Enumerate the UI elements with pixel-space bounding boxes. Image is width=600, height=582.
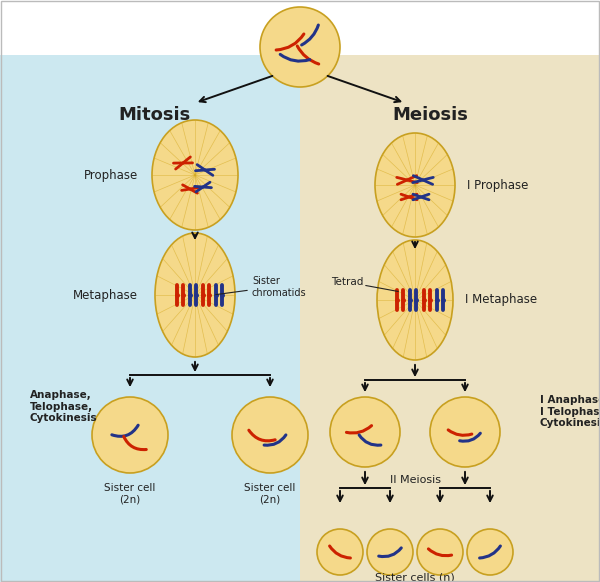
Ellipse shape	[467, 529, 513, 575]
Ellipse shape	[330, 397, 400, 467]
Text: Sister cell
(2n): Sister cell (2n)	[104, 483, 155, 505]
Bar	[300, 55, 600, 582]
Ellipse shape	[92, 397, 168, 473]
Text: Sister cells (n): Sister cells (n)	[375, 572, 455, 582]
Ellipse shape	[367, 529, 413, 575]
Text: Tetrad: Tetrad	[331, 277, 363, 287]
Text: Anaphase,
Telophase,
Cytokinesis: Anaphase, Telophase, Cytokinesis	[30, 390, 98, 423]
Ellipse shape	[377, 240, 453, 360]
Text: Sister cell
(2n): Sister cell (2n)	[244, 483, 296, 505]
Text: Mitosis: Mitosis	[119, 106, 191, 124]
Ellipse shape	[152, 120, 238, 230]
Text: Prophase: Prophase	[84, 169, 138, 182]
Text: II Meiosis: II Meiosis	[389, 475, 440, 485]
Text: I Anaphase,
I Telophase,
Cytokinesis: I Anaphase, I Telophase, Cytokinesis	[540, 395, 600, 428]
Text: Metaphase: Metaphase	[73, 289, 138, 301]
Text: I Metaphase: I Metaphase	[465, 293, 537, 307]
Text: Meiosis: Meiosis	[392, 106, 468, 124]
Ellipse shape	[375, 133, 455, 237]
Ellipse shape	[417, 529, 463, 575]
Ellipse shape	[155, 233, 235, 357]
Ellipse shape	[260, 7, 340, 87]
Ellipse shape	[430, 397, 500, 467]
Text: Sister
chromatids: Sister chromatids	[252, 276, 307, 298]
Text: I Prophase: I Prophase	[467, 179, 529, 191]
Ellipse shape	[232, 397, 308, 473]
Bar	[0, 55, 300, 582]
Ellipse shape	[317, 529, 363, 575]
